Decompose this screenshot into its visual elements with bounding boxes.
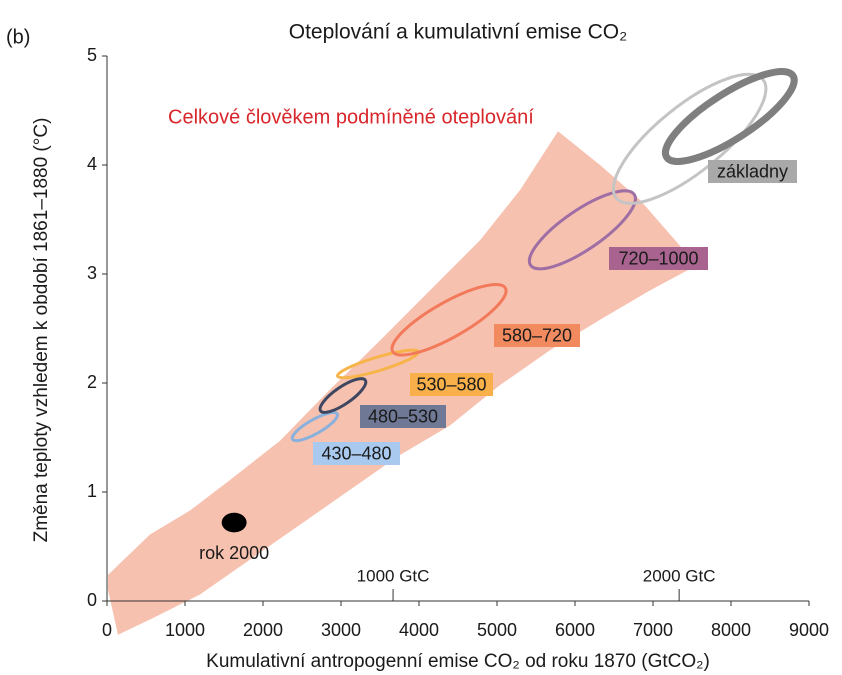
label-box: [609, 247, 708, 270]
x-tick-label: 3000: [321, 620, 361, 640]
label-box: [360, 405, 446, 428]
x-tick-label: 1000: [165, 620, 205, 640]
x2-tick-label: 2000 GtC: [643, 566, 716, 585]
x-tick-label: 4000: [399, 620, 439, 640]
y-axis-label: Změna teploty vzhledem k období 1861–188…: [31, 118, 52, 543]
label-box: [708, 160, 797, 183]
label-box: [494, 324, 580, 347]
label-box: [410, 373, 493, 396]
y-tick-label: 1: [87, 481, 97, 501]
y-tick-label: 4: [87, 154, 97, 174]
y-tick-label: 2: [87, 372, 97, 392]
x-tick-label: 5000: [477, 620, 517, 640]
scenario-label: 430–480: [321, 443, 391, 463]
scenario-ellipse: [527, 189, 637, 271]
label-box: [313, 442, 400, 465]
scenario-label: 530–580: [416, 374, 486, 394]
scenario-ellipse: [290, 411, 339, 443]
point-ellipse: [221, 512, 247, 533]
y-tick-label: 0: [87, 590, 97, 610]
y-tick-label: 5: [87, 45, 97, 65]
x-tick-label: 9000: [789, 620, 829, 640]
x-axis-label: Kumulativní antropogenní emise CO₂ od ro…: [206, 651, 710, 672]
x-tick-label: 8000: [711, 620, 751, 640]
plume-label: Celkové člověkem podmíněné oteplování: [168, 106, 534, 128]
x-tick-label: 7000: [633, 620, 673, 640]
scenario-ellipse: [661, 68, 798, 165]
scenario-label: 480–530: [368, 406, 438, 426]
scenario-label: 580–720: [502, 325, 572, 345]
scenario-label: 720–1000: [618, 248, 698, 268]
x2-tick-label: 1000 GtC: [357, 566, 430, 585]
x-tick-label: 6000: [555, 620, 595, 640]
chart-title: Oteplování a kumulativní emise CO₂: [289, 21, 627, 44]
scenario-label: základny: [717, 161, 788, 181]
panel-label: (b): [6, 26, 30, 48]
scenario-ellipse: [318, 377, 368, 414]
x-tick-label: 0: [102, 620, 112, 640]
y-tick-label: 3: [87, 263, 97, 283]
scenario-ellipse: [390, 283, 508, 357]
x-tick-label: 2000: [243, 620, 283, 640]
plume-area: [108, 131, 697, 635]
point-label: rok 2000: [199, 543, 269, 563]
